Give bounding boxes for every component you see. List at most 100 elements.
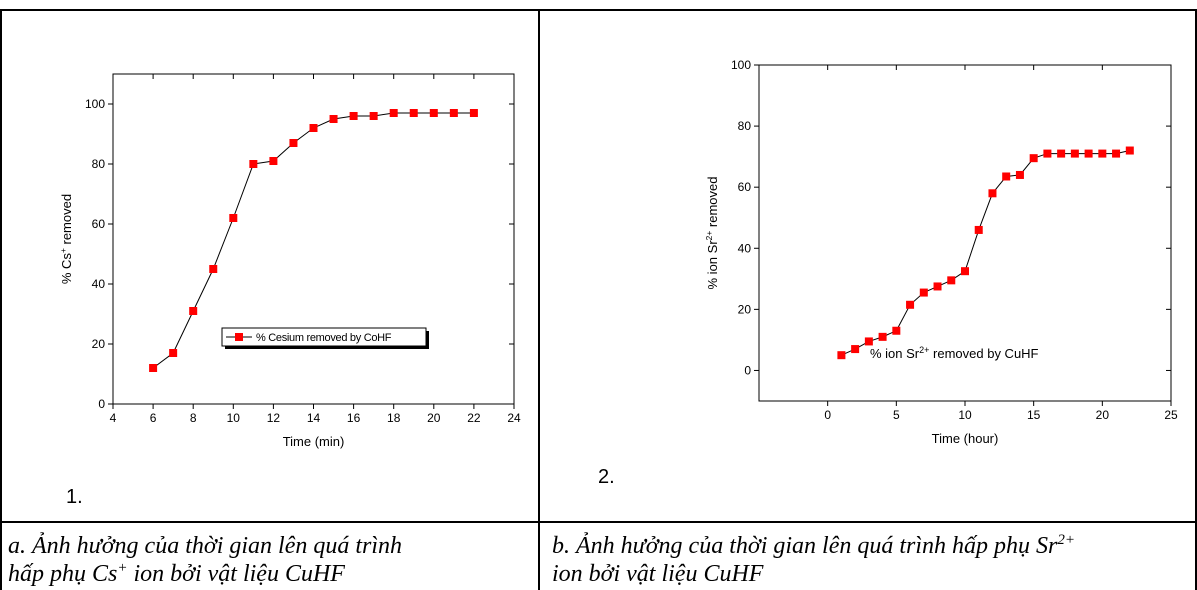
y-axis-label: % ion Sr2+ removed bbox=[704, 177, 720, 290]
data-point bbox=[1084, 149, 1093, 158]
y-tick-label: 40 bbox=[738, 241, 752, 255]
x-tick-label: 15 bbox=[1027, 408, 1041, 422]
caption-left-line2: hấp phụ Cs+ ion bởi vật liệu CuHF bbox=[8, 560, 402, 588]
y-axis-label: % Cs+ removed bbox=[58, 194, 74, 284]
y-tick-label: 0 bbox=[98, 397, 105, 411]
chart-panel-1: 4 6 8 10 12 14 16 18 20 22 24 0 20 40 60 80 100 Time (min… bbox=[20, 20, 530, 460]
data-point bbox=[429, 109, 438, 117]
data-point bbox=[449, 109, 458, 117]
table-top-border bbox=[0, 9, 1197, 11]
y-tick-label: 100 bbox=[85, 97, 105, 111]
data-point bbox=[1112, 149, 1121, 158]
series-line bbox=[841, 150, 1130, 356]
data-point bbox=[309, 124, 318, 132]
y-tick-label: 60 bbox=[738, 180, 752, 194]
caption-right-line2: ion bởi vật liệu CuHF bbox=[552, 561, 764, 587]
x-tick-label: 0 bbox=[824, 408, 831, 422]
data-point bbox=[988, 189, 997, 198]
x-tick-label: 24 bbox=[507, 411, 521, 425]
y-tick-label: 100 bbox=[731, 58, 751, 72]
x-tick-label: 10 bbox=[958, 408, 972, 422]
data-point bbox=[864, 337, 873, 346]
data-point bbox=[389, 109, 398, 117]
data-point bbox=[149, 364, 158, 372]
x-tick-label: 20 bbox=[427, 411, 441, 425]
panel-number-2: 2. bbox=[598, 466, 615, 488]
annotation-text: % ion Sr2+ removed by CuHF bbox=[870, 345, 1039, 361]
caption-left: a. Ảnh hưởng của thời gian lên quá trình… bbox=[8, 532, 402, 588]
x-axis-label: Time (hour) bbox=[932, 431, 999, 446]
data-point bbox=[469, 109, 478, 117]
y-tick-label: 80 bbox=[92, 157, 106, 171]
y-tick-label: 40 bbox=[92, 277, 106, 291]
table-middle-border bbox=[538, 9, 540, 590]
table-left-border bbox=[0, 9, 2, 590]
data-point bbox=[851, 345, 860, 354]
x-tick-label: 6 bbox=[150, 411, 157, 425]
x-tick-label: 22 bbox=[467, 411, 481, 425]
x-tick-label: 16 bbox=[347, 411, 361, 425]
data-point bbox=[1015, 170, 1024, 179]
table-row-divider bbox=[0, 521, 1197, 523]
data-point bbox=[961, 267, 969, 276]
y-tick-label: 20 bbox=[92, 337, 106, 351]
legend-box bbox=[221, 327, 427, 347]
x-tick-label: 25 bbox=[1164, 408, 1178, 422]
data-point bbox=[1002, 172, 1011, 181]
data-point bbox=[1070, 149, 1079, 158]
legend-marker bbox=[235, 333, 243, 341]
legend-label: % Cesium removed by CoHF bbox=[256, 332, 392, 344]
caption-left-line2-tail: ion bởi vật liệu CuHF bbox=[127, 561, 345, 587]
data-point bbox=[409, 109, 418, 117]
chart-cesium: 4 6 8 10 12 14 16 18 20 22 24 0 20 40 60 80 100 Time (min… bbox=[58, 73, 521, 449]
chart-strontium: 0 5 10 15 20 25 0 20 40 60 80 100 Time (hour) % ion S… bbox=[704, 58, 1178, 446]
data-point bbox=[947, 276, 956, 285]
caption-left-line1: a. Ảnh hưởng của thời gian lên quá trình bbox=[8, 533, 403, 559]
x-tick-label: 10 bbox=[227, 411, 241, 425]
data-point bbox=[919, 288, 928, 297]
x-tick-label: 5 bbox=[893, 408, 900, 422]
data-point bbox=[349, 112, 358, 120]
data-point bbox=[329, 115, 338, 123]
caption-right-line1-text: b. Ảnh hưởng của thời gian lên quá trình… bbox=[552, 533, 1058, 559]
data-point bbox=[1029, 154, 1038, 163]
data-point bbox=[974, 225, 983, 234]
caption-right-line1: b. Ảnh hưởng của thời gian lên quá trình… bbox=[552, 532, 1075, 560]
x-axis-label: Time (min) bbox=[283, 434, 345, 449]
caption-left-sup: + bbox=[117, 560, 128, 576]
data-point bbox=[209, 265, 218, 273]
y-tick-label: 80 bbox=[738, 119, 752, 133]
data-point bbox=[249, 160, 258, 168]
x-tick-label: 14 bbox=[307, 411, 321, 425]
table-right-border bbox=[1195, 9, 1197, 590]
data-point bbox=[289, 139, 298, 147]
panel-number-1: 1. bbox=[66, 486, 83, 508]
data-point bbox=[1057, 149, 1066, 158]
data-point bbox=[878, 332, 887, 341]
x-tick-label: 12 bbox=[267, 411, 281, 425]
chart-panel-2: 0 5 10 15 20 25 0 20 40 60 80 100 Time (hour) % ion S… bbox=[680, 40, 1190, 470]
data-point bbox=[369, 112, 378, 120]
data-point bbox=[189, 307, 198, 315]
x-tick-label: 8 bbox=[190, 411, 197, 425]
data-point bbox=[1098, 149, 1107, 158]
data-point bbox=[906, 300, 915, 309]
data-point bbox=[837, 351, 846, 360]
y-tick-label: 60 bbox=[92, 217, 106, 231]
y-tick-label: 20 bbox=[738, 302, 752, 316]
data-point bbox=[169, 349, 178, 357]
data-point bbox=[892, 326, 901, 335]
caption-right-sup: 2+ bbox=[1057, 532, 1075, 548]
x-tick-label: 4 bbox=[110, 411, 117, 425]
data-point bbox=[1043, 149, 1052, 158]
x-tick-label: 20 bbox=[1096, 408, 1110, 422]
caption-right: b. Ảnh hưởng của thời gian lên quá trình… bbox=[552, 532, 1075, 588]
data-point bbox=[269, 157, 278, 165]
data-point bbox=[933, 282, 942, 291]
y-tick-label: 0 bbox=[744, 363, 751, 377]
x-tick-label: 18 bbox=[387, 411, 401, 425]
data-point bbox=[1125, 146, 1134, 155]
caption-left-line2-text: hấp phụ Cs bbox=[8, 561, 118, 587]
data-point bbox=[229, 214, 238, 222]
